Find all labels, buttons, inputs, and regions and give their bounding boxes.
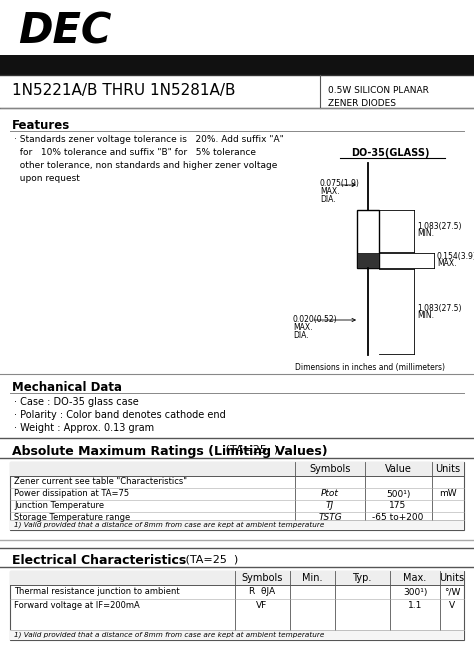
Text: °/W: °/W bbox=[444, 588, 460, 596]
Text: DO-35(GLASS): DO-35(GLASS) bbox=[351, 148, 429, 158]
Bar bbox=[10, 630, 464, 640]
Text: 300¹): 300¹) bbox=[403, 588, 427, 596]
Text: Thermal resistance junction to ambient: Thermal resistance junction to ambient bbox=[14, 588, 180, 596]
Text: Absolute Maximum Ratings (Limiting Values): Absolute Maximum Ratings (Limiting Value… bbox=[12, 445, 328, 458]
Text: TSTG: TSTG bbox=[318, 513, 342, 523]
Text: 1.083(27.5): 1.083(27.5) bbox=[417, 222, 462, 232]
Text: 0.5W SILICON PLANAR
ZENER DIODES: 0.5W SILICON PLANAR ZENER DIODES bbox=[328, 86, 429, 107]
Text: Electrical Characteristics: Electrical Characteristics bbox=[12, 554, 186, 567]
Text: TJ: TJ bbox=[326, 502, 334, 511]
Text: mW: mW bbox=[439, 490, 457, 498]
Text: VF: VF bbox=[256, 602, 268, 610]
Bar bbox=[0, 0, 474, 55]
Text: Symbols: Symbols bbox=[241, 573, 283, 583]
Text: DIA.: DIA. bbox=[320, 195, 336, 204]
Text: · Standards zener voltage tolerance is   20%. Add suffix "A": · Standards zener voltage tolerance is 2… bbox=[14, 135, 284, 144]
Bar bbox=[10, 520, 464, 530]
Text: V: V bbox=[449, 602, 455, 610]
Text: · Weight : Approx. 0.13 gram: · Weight : Approx. 0.13 gram bbox=[14, 423, 154, 433]
Text: Max.: Max. bbox=[403, 573, 427, 583]
Text: · Case : DO-35 glass case: · Case : DO-35 glass case bbox=[14, 397, 139, 407]
Text: MAX.: MAX. bbox=[293, 323, 312, 332]
Text: 1.1: 1.1 bbox=[408, 602, 422, 610]
Text: 1) Valid provided that a distance of 8mm from case are kept at ambient temperatu: 1) Valid provided that a distance of 8mm… bbox=[14, 632, 324, 639]
Text: (TA=25  ): (TA=25 ) bbox=[215, 445, 278, 455]
Text: Units: Units bbox=[439, 573, 465, 583]
Text: 0.020(0.52): 0.020(0.52) bbox=[293, 315, 337, 324]
Bar bbox=[10, 462, 464, 530]
Text: Min.: Min. bbox=[302, 573, 322, 583]
Text: 0.075(1.9): 0.075(1.9) bbox=[320, 179, 360, 188]
Bar bbox=[10, 571, 464, 640]
Bar bbox=[10, 462, 464, 476]
Text: Typ.: Typ. bbox=[352, 573, 372, 583]
Text: Junction Temperature: Junction Temperature bbox=[14, 502, 104, 511]
Bar bbox=[10, 571, 464, 585]
Text: Power dissipation at TA=75: Power dissipation at TA=75 bbox=[14, 490, 129, 498]
Text: Zener current see table "Characteristics": Zener current see table "Characteristics… bbox=[14, 478, 187, 486]
Text: other tolerance, non standards and higher zener voltage: other tolerance, non standards and highe… bbox=[14, 161, 277, 170]
Text: Features: Features bbox=[12, 119, 70, 132]
Text: Symbols: Symbols bbox=[310, 464, 351, 474]
Text: Forward voltage at IF=200mA: Forward voltage at IF=200mA bbox=[14, 602, 140, 610]
Text: Storage Temperature range: Storage Temperature range bbox=[14, 513, 130, 523]
Text: MIN.: MIN. bbox=[417, 310, 434, 320]
Text: · Polarity : Color band denotes cathode end: · Polarity : Color band denotes cathode … bbox=[14, 410, 226, 420]
Text: 0.154(3.9): 0.154(3.9) bbox=[437, 251, 474, 261]
Text: 1N5221A/B THRU 1N5281A/B: 1N5221A/B THRU 1N5281A/B bbox=[12, 84, 236, 98]
Text: -65 to+200: -65 to+200 bbox=[372, 513, 424, 523]
Text: DIA.: DIA. bbox=[293, 331, 309, 340]
Bar bbox=[357, 253, 379, 268]
Text: MAX.: MAX. bbox=[320, 187, 339, 196]
Text: for   10% tolerance and suffix "B" for   5% tolerance: for 10% tolerance and suffix "B" for 5% … bbox=[14, 148, 256, 157]
Text: MIN.: MIN. bbox=[417, 230, 434, 239]
Text: 1) Valid provided that a distance of 8mm from case are kept at ambient temperatu: 1) Valid provided that a distance of 8mm… bbox=[14, 522, 324, 529]
Text: upon request: upon request bbox=[14, 174, 80, 183]
Text: Units: Units bbox=[436, 464, 461, 474]
Text: MAX.: MAX. bbox=[437, 259, 456, 267]
Text: 175: 175 bbox=[389, 502, 407, 511]
Text: R  θJA: R θJA bbox=[249, 588, 275, 596]
Text: 1.083(27.5): 1.083(27.5) bbox=[417, 304, 462, 312]
Text: (TA=25  ): (TA=25 ) bbox=[175, 554, 238, 564]
Text: DEC: DEC bbox=[18, 10, 111, 52]
Bar bbox=[0, 55, 474, 75]
Bar bbox=[357, 210, 379, 268]
Text: Value: Value bbox=[384, 464, 411, 474]
Text: Dimensions in inches and (millimeters): Dimensions in inches and (millimeters) bbox=[295, 363, 445, 372]
Text: Mechanical Data: Mechanical Data bbox=[12, 381, 122, 394]
Text: Ptot: Ptot bbox=[321, 490, 339, 498]
Text: 500¹): 500¹) bbox=[386, 490, 410, 498]
